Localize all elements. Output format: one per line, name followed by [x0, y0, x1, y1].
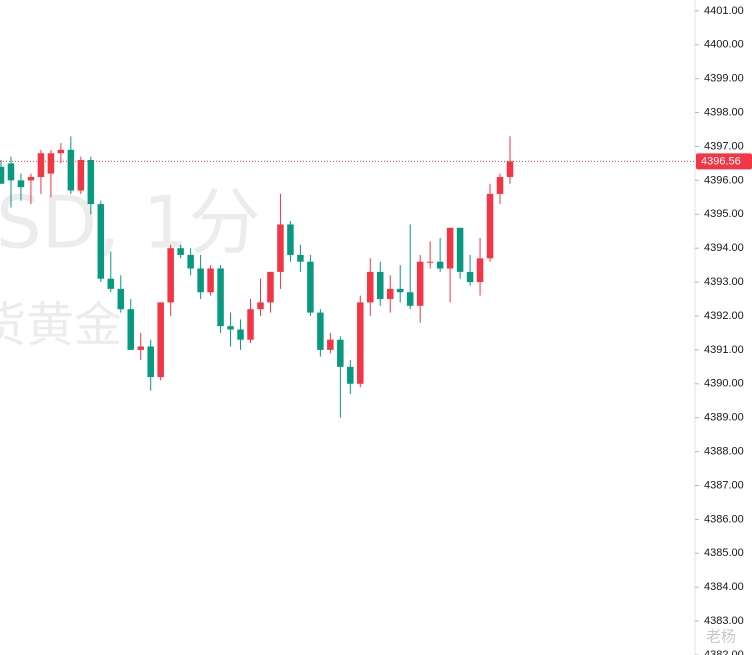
candle-body — [57, 149, 65, 154]
y-tick-label: 4397.00 — [704, 140, 744, 152]
candle-body — [317, 312, 324, 350]
candle-body — [277, 224, 284, 272]
y-tick-label: 4390.00 — [704, 378, 744, 390]
candle-body — [27, 176, 35, 181]
y-tick-label: 4384.00 — [704, 581, 744, 593]
candle-body — [486, 193, 494, 259]
candle-body — [496, 176, 504, 194]
candle-body — [406, 292, 414, 306]
candle-body — [357, 302, 364, 384]
candle-body — [446, 227, 454, 269]
y-tick-label: 4398.00 — [704, 106, 744, 118]
candle-body — [127, 309, 134, 350]
candle-body — [37, 153, 45, 177]
y-tick-label: 4387.00 — [704, 479, 744, 491]
watermark: SD, 1分 — [0, 181, 261, 265]
candle-body — [177, 248, 184, 255]
y-tick-label: 4391.00 — [704, 344, 744, 356]
y-tick-label: 4392.00 — [704, 310, 744, 322]
candle-body — [287, 224, 294, 255]
signature: 老杨 — [706, 628, 736, 646]
y-tick-label: 4399.00 — [704, 73, 744, 85]
y-tick-label: 4395.00 — [704, 208, 744, 220]
watermark: 货黄金 — [0, 297, 122, 353]
candle-body — [77, 160, 85, 191]
candle-body — [416, 261, 424, 306]
last-price-box — [696, 153, 752, 170]
candle-body — [466, 271, 474, 283]
candle-body — [436, 261, 444, 269]
candle-body — [97, 204, 105, 279]
candle-body — [157, 302, 164, 377]
candle-body — [87, 160, 95, 205]
candle-body — [167, 248, 174, 303]
candle-body — [7, 163, 15, 181]
candle-body — [386, 288, 394, 300]
candle-body — [147, 346, 154, 377]
candle-body — [476, 258, 484, 283]
candle-body — [17, 180, 25, 188]
candle-body — [396, 288, 404, 293]
candle-body — [187, 254, 194, 269]
y-tick-label: 4400.00 — [704, 39, 744, 51]
y-tick-label: 4389.00 — [704, 412, 744, 424]
candle-body — [297, 254, 304, 262]
y-tick-label: 4401.00 — [704, 5, 744, 17]
candle-body — [0, 166, 5, 184]
candle-body — [456, 227, 464, 272]
candle-body — [377, 271, 384, 300]
candle-body — [267, 271, 274, 303]
y-tick-label: 4383.00 — [704, 615, 744, 627]
candle-body — [347, 366, 354, 384]
candle-body — [367, 271, 374, 303]
candle-body — [247, 309, 254, 340]
candle-body — [107, 278, 115, 289]
y-tick-label: 4382.00 — [704, 649, 744, 655]
candle-body — [257, 302, 264, 310]
candle-body — [47, 153, 55, 174]
y-tick-label: 4385.00 — [704, 547, 744, 559]
y-tick-label: 4386.00 — [704, 513, 744, 525]
candle-body — [337, 339, 344, 367]
y-tick-label: 4393.00 — [704, 276, 744, 288]
candle-body — [327, 339, 334, 350]
candle-body — [506, 161, 514, 177]
candle-body — [67, 149, 75, 191]
candle-body — [217, 268, 224, 327]
y-tick-label: 4388.00 — [704, 445, 744, 457]
candle-body — [237, 329, 244, 340]
candle-body — [117, 288, 125, 310]
candle-body — [207, 268, 214, 293]
candle-body — [137, 346, 144, 350]
candle-body — [227, 326, 234, 330]
candle-body — [426, 261, 434, 263]
y-tick-label: 4396.00 — [704, 174, 744, 186]
candle-body — [197, 268, 204, 293]
candle-body — [307, 261, 314, 313]
y-tick-label: 4394.00 — [704, 242, 744, 254]
last-price-label: 4396.56 — [701, 155, 741, 167]
